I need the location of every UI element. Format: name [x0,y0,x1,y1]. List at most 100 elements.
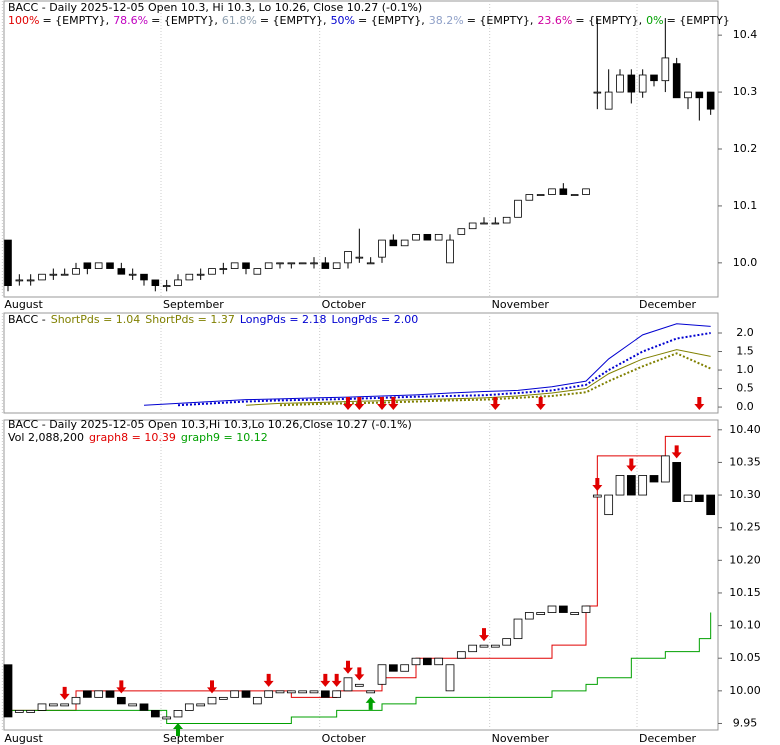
candle-body [298,262,307,265]
box [26,710,36,713]
candle-body [128,273,137,276]
legend-label: 0% [646,14,663,27]
candle-body [174,279,182,287]
candle-body [355,256,364,259]
candle-body [38,273,46,281]
x-tick-label: August [4,298,43,311]
candle-body [162,285,171,288]
legend-text: = {EMPTY}, [260,14,327,27]
box [683,494,693,502]
candle-body [468,222,477,230]
legend: Vol 2,088,200 graph8 = 10.39 graph9 = 10.1… [8,431,268,444]
box [649,475,659,483]
box [434,657,444,666]
box [377,664,387,685]
box [196,703,206,707]
candle-body [480,222,488,225]
legend-item: graph8 = 10.39 [89,431,176,444]
box [241,690,251,698]
box [536,612,546,615]
candle-body [140,273,148,281]
x-tick-label: September [163,732,224,745]
legend-item: graph9 = 10.12 [181,431,268,444]
candle-body [287,262,296,265]
legend-text: = {EMPTY}, [467,14,534,27]
y-tick-label: 10.3 [733,85,758,98]
y-tick-label: 10.25 [729,521,761,534]
box [139,703,149,711]
y-tick-label: 10.05 [729,651,761,664]
box [400,664,410,672]
box [264,690,274,698]
box [150,710,160,718]
sell-signal [331,673,342,687]
box [60,703,70,707]
candle-body [672,63,681,99]
x-tick-label: December [639,732,697,745]
candle-body [502,216,511,224]
candle-body [332,262,341,269]
candle-body [276,262,284,265]
buy-signal [173,722,183,736]
legend-text: = {EMPTY}, [151,14,218,27]
candle-body [423,233,432,241]
legend-label: 23.6% [537,14,572,27]
candle-body [570,194,579,196]
y-tick-label: 10.20 [729,553,761,566]
box [37,703,47,711]
indicator-line [245,349,711,406]
box [411,657,421,666]
candle-body [117,268,126,275]
sell-signal [116,680,127,694]
legend-label: 38.2% [429,14,464,27]
candle-body [548,188,556,195]
sell-signal [535,397,546,410]
y-tick-label: 10.10 [729,619,761,632]
box [706,494,716,516]
candle-body [638,74,647,93]
box [479,644,489,648]
box [184,703,194,711]
candle-body [49,273,58,276]
box [604,494,614,516]
box [524,612,534,620]
sell-signal [626,458,637,472]
box [343,677,353,692]
y-tick-label: 10.30 [729,488,761,501]
legend-label: 78.6% [113,14,148,27]
box [354,683,364,687]
box [456,651,466,659]
x-tick-label: August [4,732,43,745]
candle-body [151,279,160,287]
candle-body [604,91,613,110]
box [94,690,104,698]
candle-body [559,188,568,195]
y-tick-label: 10.15 [729,586,761,599]
y-tick-label: 10.1 [733,199,758,212]
candle-body [446,239,454,264]
indicator-line [177,332,711,407]
y-tick-label: 2.0 [736,326,754,339]
box [672,462,682,502]
x-tick-label: December [639,298,697,311]
candle-body [4,239,12,287]
box [513,618,523,640]
legend-label: 50% [331,14,355,27]
candle-body [72,268,80,275]
step-line [8,612,712,724]
box [445,664,455,692]
box [592,494,602,498]
box [490,644,500,648]
sell-signal [377,397,387,410]
candle-body [695,91,704,99]
box [128,703,138,707]
candle-body [264,262,273,269]
legend-label: 61.8% [222,14,257,27]
box [638,475,648,496]
sell-signal [343,397,353,410]
candle-body [706,91,715,110]
candle-body [26,279,35,282]
x-tick-label: October [322,298,366,311]
legend-item: LongPds = 2.00 [332,313,419,326]
